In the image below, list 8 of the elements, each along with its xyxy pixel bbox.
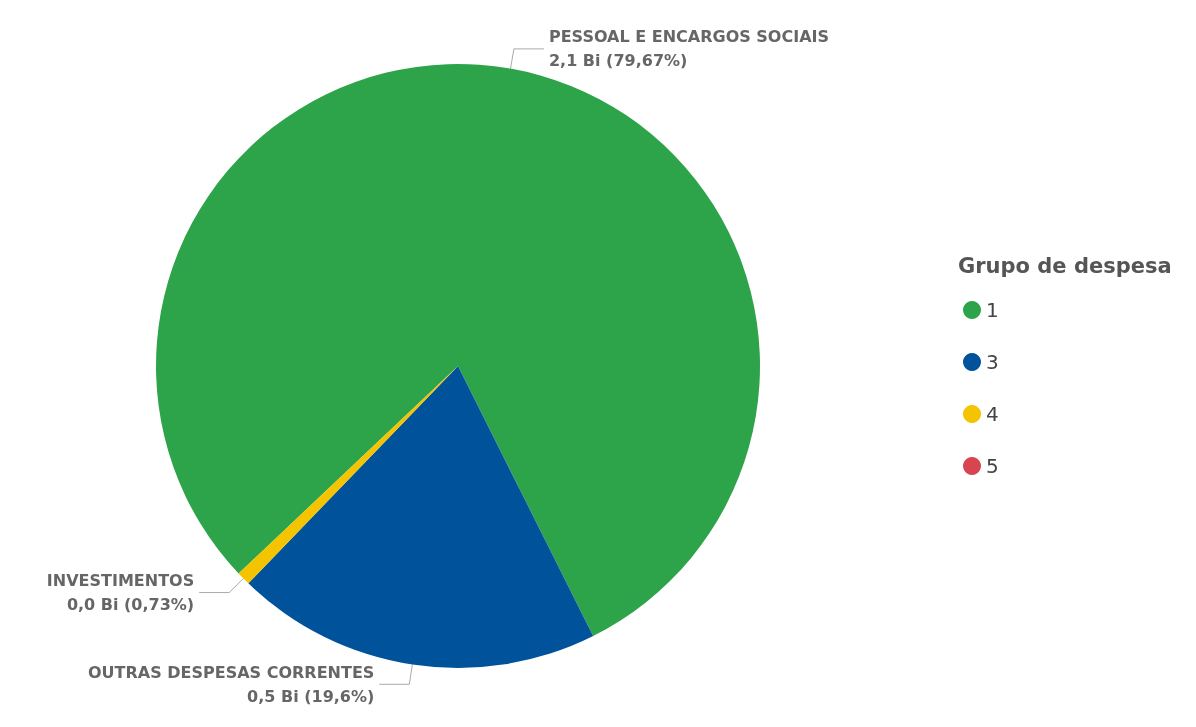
- legend-label: 1: [986, 298, 999, 322]
- data-label: OUTRAS DESPESAS CORRENTES 0,5 Bi (19,6%): [87, 662, 375, 706]
- data-label: PESSOAL E ENCARGOS SOCIAIS 2,1 Bi (79,67%): [548, 27, 830, 71]
- legend-label: 4: [986, 402, 999, 426]
- legend-title: Grupo de despesa: [958, 253, 1172, 278]
- legend-label: 3: [986, 350, 999, 374]
- legend-label: 5: [986, 454, 999, 478]
- data-label: INVESTIMENTOS 0,0 Bi (0,73%): [46, 571, 195, 615]
